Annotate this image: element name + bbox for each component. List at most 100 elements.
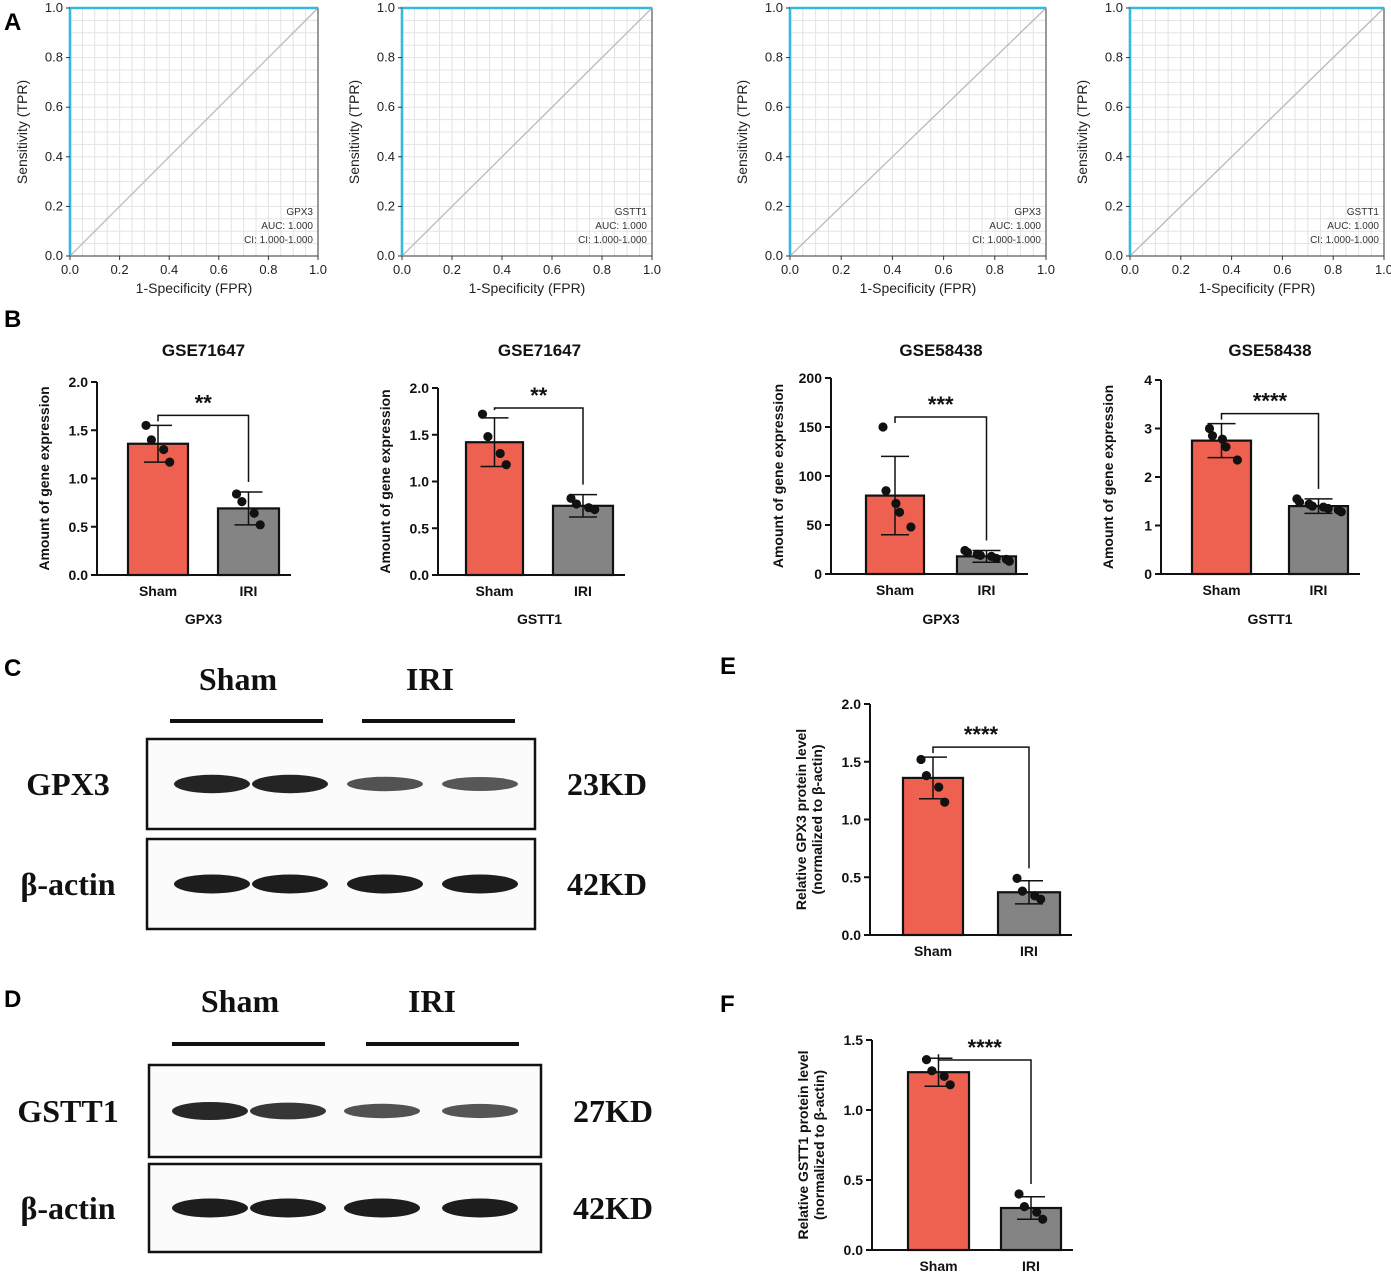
y-tick-label: 3 — [1144, 421, 1152, 437]
y-tick-label: 0.4 — [765, 149, 783, 164]
data-point — [934, 782, 944, 792]
roc2-panel: 0.00.0 0.2 0.2 0.4 0.4 0.6 0.6 0.8 0.8 1.0 1.0 1-Sp… — [346, 0, 661, 296]
data-point — [881, 486, 891, 496]
category-label-sham: Sham — [1202, 582, 1240, 598]
x-tick-label: 0.8 — [259, 262, 277, 277]
y-tick-label: 1.5 — [410, 427, 430, 443]
bar4-panel: 0 1 2 3 4 Sham IRI **** GSE58438 GSTT1 Amount of g… — [1100, 341, 1360, 627]
data-point — [249, 508, 259, 518]
data-point — [1217, 434, 1227, 444]
y-tick-label: 4 — [1144, 372, 1152, 388]
data-point — [940, 797, 950, 807]
category-label-sham: Sham — [139, 583, 177, 599]
data-point — [237, 497, 247, 507]
x-tick-label: 1.0 — [1037, 262, 1055, 277]
significance-stars: *** — [928, 392, 954, 417]
y-tick-label: 1.0 — [765, 0, 783, 15]
data-point — [255, 520, 265, 530]
protein-band — [252, 874, 328, 894]
data-point — [1204, 423, 1215, 434]
significance-stars: ** — [530, 383, 548, 408]
annotation-1: AUC: 1.000 — [261, 221, 313, 232]
data-point — [894, 507, 905, 517]
data-point — [1038, 1214, 1048, 1224]
y-axis-label-2: (normalized to β-actin) — [809, 744, 825, 894]
protein-band — [442, 874, 518, 894]
reference-diagonal — [789, 7, 1047, 257]
significance-stars: ** — [195, 390, 213, 415]
data-point — [590, 504, 600, 515]
data-point — [1012, 873, 1022, 884]
y-tick-label: 200 — [799, 370, 823, 386]
reference-diagonal — [1129, 7, 1385, 257]
y-tick-label: 0.8 — [765, 50, 783, 65]
data-point — [945, 1080, 955, 1090]
significance-bracket — [1220, 412, 1320, 489]
y-tick-label: 1.0 — [45, 0, 63, 15]
data-point — [916, 754, 926, 765]
y-tick-label: 1.0 — [1105, 0, 1123, 15]
annotation-0: GSTT1 — [1347, 207, 1380, 218]
protein-label: GPX3 — [26, 766, 110, 802]
x-tick-label: 0.6 — [935, 262, 953, 277]
y-tick-label: 0 — [1144, 566, 1152, 582]
blotC-panel: Sham IRI GPX3 23KD β-actin 42KD — [20, 661, 647, 931]
x-tick-label: 0.8 — [593, 262, 611, 277]
data-point — [483, 432, 493, 442]
panel-label-d: D — [4, 986, 21, 1013]
panel-label-e: E — [720, 653, 736, 680]
y-tick-label: 50 — [806, 517, 822, 533]
x-tick-label: 0.2 — [443, 262, 461, 277]
molecular-weight-label: 42KD — [573, 1190, 653, 1226]
data-point — [571, 499, 582, 509]
annotation-1: AUC: 1.000 — [595, 221, 647, 232]
significance-bracket — [493, 407, 584, 485]
reference-diagonal — [401, 7, 653, 257]
y-axis-label: Sensitivity (TPR) — [734, 80, 750, 184]
barE-panel: 0.0 0.5 1.0 1.5 2.0 Sham IRI **** Relative GPX3 … — [793, 696, 1072, 959]
x-axis-label: 1-Specificity (FPR) — [136, 280, 253, 296]
bar-iri — [1287, 505, 1350, 576]
category-label-sham: Sham — [475, 583, 513, 599]
x-tick-label: 0.0 — [393, 262, 411, 277]
molecular-weight-label: 23KD — [567, 766, 647, 802]
y-tick-label: 1.0 — [377, 0, 395, 15]
protein-band — [250, 1102, 326, 1120]
protein-label: β-actin — [20, 866, 115, 902]
panel-labels: A B C D E F — [4, 9, 736, 1018]
y-tick-label: 0.0 — [45, 248, 63, 263]
y-axis-label: Sensitivity (TPR) — [1074, 80, 1090, 184]
y-tick-label: 0.5 — [69, 519, 89, 535]
x-tick-label: 0.2 — [1172, 262, 1190, 277]
y-tick-label: 2.0 — [842, 696, 862, 712]
y-axis-label: Amount of gene expression — [1100, 385, 1116, 569]
panel-label-c: C — [4, 655, 21, 682]
bar-panels: 0.0 0.5 1.0 1.5 2.0 Sham IRI ** GSE71647 GPX3 Amou… — [36, 341, 1360, 1274]
barF-panel: 0.0 0.5 1.0 1.5 Sham IRI **** Relative GSTT1 pr… — [795, 1032, 1073, 1274]
data-point — [939, 1071, 949, 1081]
data-point — [1017, 886, 1027, 896]
annotation-1: AUC: 1.000 — [1327, 221, 1379, 232]
bar3-panel: 0 50 100 150 200 Sham IRI *** GSE58438 GPX3 Amount… — [770, 341, 1028, 627]
y-tick-label: 1.0 — [69, 471, 89, 487]
x-axis-label: GPX3 — [922, 611, 960, 627]
y-tick-label: 0.6 — [377, 99, 395, 114]
panel-label-a: A — [4, 9, 21, 36]
bar2-panel: 0.0 0.5 1.0 1.5 2.0 Sham IRI ** GSE71647 GSTT1 Amo… — [377, 341, 625, 627]
y-tick-label: 0 — [814, 566, 822, 582]
protein-band — [344, 1198, 420, 1218]
data-point — [927, 1066, 937, 1076]
x-tick-label: 0.8 — [1324, 262, 1342, 277]
y-tick-label: 0.2 — [1105, 198, 1123, 213]
y-axis-label: Amount of gene expression — [377, 389, 393, 573]
data-point — [1221, 442, 1231, 452]
x-tick-label: 0.4 — [493, 262, 511, 277]
y-tick-label: 0.2 — [377, 198, 395, 213]
chart-title: GSE58438 — [1228, 341, 1311, 360]
x-tick-label: 0.4 — [160, 262, 178, 277]
significance-bracket — [937, 1054, 1032, 1184]
x-tick-label: 0.6 — [1273, 262, 1291, 277]
x-tick-label: 0.2 — [832, 262, 850, 277]
significance-stars: **** — [964, 722, 999, 747]
